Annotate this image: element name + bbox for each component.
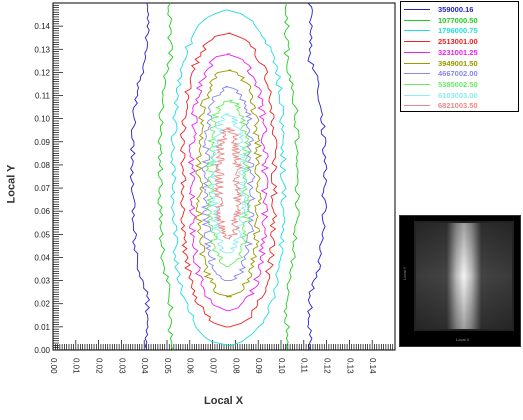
x-axis-title: Local X bbox=[204, 395, 244, 407]
legend-item: 359000.16 bbox=[404, 4, 518, 15]
y-tick-label: 0.04 bbox=[34, 253, 50, 262]
legend-item: 6821003.50 bbox=[404, 100, 518, 111]
legend-swatch bbox=[404, 19, 430, 21]
x-tick-label: 0.04 bbox=[140, 358, 149, 374]
axis-ticks bbox=[52, 2, 396, 351]
y-tick-label: 0.00 bbox=[34, 346, 50, 355]
y-tick-label: 0.14 bbox=[34, 22, 50, 31]
x-tick-label: 0.03 bbox=[117, 358, 126, 374]
legend-item: 1796000.75 bbox=[404, 25, 518, 36]
y-tick-label: 0.09 bbox=[34, 138, 50, 147]
y-tick-label: 0.10 bbox=[34, 115, 50, 124]
y-tick-label: 0.12 bbox=[34, 68, 50, 77]
contour-level-3 bbox=[170, 9, 287, 346]
x-tick-label: 0.12 bbox=[322, 358, 331, 374]
y-tick-label: 0.03 bbox=[34, 277, 50, 286]
contour-level-9 bbox=[210, 113, 249, 254]
legend-swatch bbox=[404, 62, 430, 64]
y-tick-label: 0.05 bbox=[34, 230, 50, 239]
contour-level-1 bbox=[129, 2, 328, 351]
y-tick-labels: 0.00 0.01 0.02 0.03 0.04 0.05 0.06 0.07 0.08 0.09… bbox=[34, 22, 50, 355]
legend-label: 1796000.75 bbox=[438, 26, 478, 36]
x-tick-label: 0.13 bbox=[345, 358, 354, 374]
legend-label: 3949001.50 bbox=[438, 58, 478, 68]
thumbnail-fade bbox=[416, 223, 512, 329]
legend-item: 6103003.00 bbox=[404, 90, 518, 101]
x-tick-label: 0.10 bbox=[277, 358, 286, 374]
y-axis-title: Local Y bbox=[5, 164, 18, 204]
x-tick-labels: 0.00 0.01 0.02 0.03 0.04 0.05 0.06 0.07 0.08 0.09… bbox=[49, 358, 377, 374]
legend-label: 2513001.00 bbox=[438, 37, 478, 47]
legend-label: 359000.16 bbox=[438, 5, 474, 14]
legend-swatch bbox=[404, 51, 430, 53]
thumbnail-svg: Local X Local Y bbox=[402, 221, 514, 342]
legend-label: 1077000.50 bbox=[438, 15, 478, 25]
contour-level-10 bbox=[213, 127, 243, 240]
contour-level-7 bbox=[200, 85, 256, 282]
x-tick-label: 0.00 bbox=[49, 358, 58, 374]
legend-swatch bbox=[404, 73, 430, 75]
thumbnail-intensity-map: Local X Local Y bbox=[399, 215, 521, 347]
legend-item: 3231001.25 bbox=[404, 47, 518, 58]
x-tick-label: 0.14 bbox=[368, 358, 377, 374]
y-tick-label: 0.01 bbox=[34, 323, 50, 332]
x-tick-label: 0.08 bbox=[231, 358, 240, 374]
legend: 359000.16 1077000.50 1796000.75 2513001.00 3… bbox=[400, 1, 519, 112]
y-tick-label: 0.13 bbox=[34, 45, 50, 54]
contour-level-2 bbox=[157, 2, 301, 351]
legend-swatch bbox=[404, 9, 430, 10]
plot-area bbox=[52, 2, 396, 351]
y-tick-label: 0.11 bbox=[35, 92, 51, 101]
x-tick-label: 0.01 bbox=[72, 358, 81, 374]
thumbnail-y-label: Local Y bbox=[402, 266, 407, 280]
x-tick-label: 0.06 bbox=[186, 358, 195, 374]
legend-swatch bbox=[404, 94, 430, 96]
x-tick-label: 0.02 bbox=[94, 358, 103, 374]
y-tick-label: 0.07 bbox=[34, 184, 50, 193]
legend-swatch bbox=[404, 30, 430, 32]
legend-item: 4667002.00 bbox=[404, 68, 518, 79]
legend-swatch bbox=[404, 105, 430, 107]
legend-swatch bbox=[404, 41, 430, 43]
legend-label: 4667002.00 bbox=[438, 69, 478, 79]
contour-level-6 bbox=[195, 69, 263, 298]
legend-item: 1077000.50 bbox=[404, 15, 518, 26]
y-tick-label: 0.06 bbox=[34, 207, 50, 216]
legend-label: 3231001.25 bbox=[438, 47, 478, 57]
contour-lines bbox=[129, 2, 328, 351]
legend-item: 3949001.50 bbox=[404, 58, 518, 69]
x-tick-label: 0.05 bbox=[163, 358, 172, 374]
legend-label: 6103003.00 bbox=[438, 90, 478, 100]
x-tick-label: 0.09 bbox=[254, 358, 263, 374]
y-tick-label: 0.08 bbox=[34, 161, 50, 170]
legend-item: 5385002.50 bbox=[404, 79, 518, 90]
y-tick-label: 0.02 bbox=[34, 300, 50, 309]
legend-label: 5385002.50 bbox=[438, 79, 478, 89]
legend-label: 6821003.50 bbox=[438, 101, 478, 111]
x-tick-label: 0.11 bbox=[300, 358, 309, 374]
thumbnail-x-label: Local X bbox=[456, 337, 470, 342]
legend-item: 2513001.00 bbox=[404, 36, 518, 47]
contour-level-4 bbox=[179, 32, 278, 328]
legend-swatch bbox=[404, 83, 430, 85]
contour-level-5 bbox=[187, 53, 270, 312]
x-tick-label: 0.07 bbox=[208, 358, 217, 374]
